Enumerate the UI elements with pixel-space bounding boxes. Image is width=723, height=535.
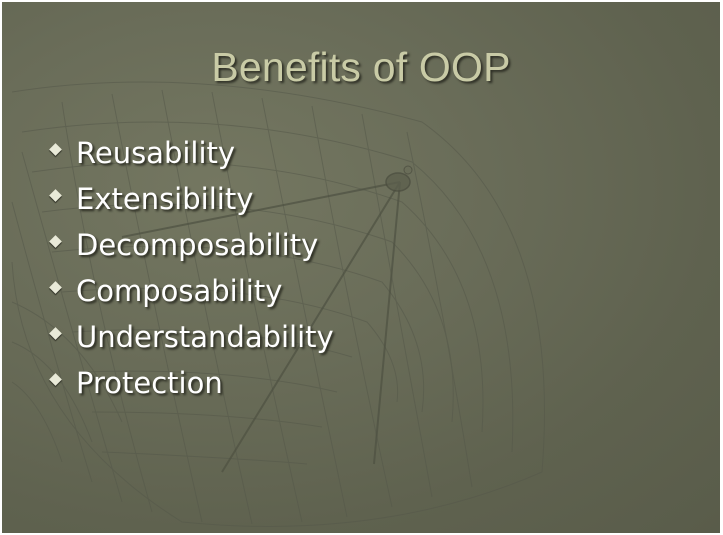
diamond-bullet-icon [49,280,62,294]
list-item: Composability [48,268,334,314]
bullet-label: Extensibility [76,182,254,216]
bullet-label: Protection [76,366,223,400]
list-item: Understandability [48,314,334,360]
list-item: Extensibility [48,176,334,222]
bullet-label: Reusability [76,136,236,170]
list-item: Protection [48,360,334,406]
list-item: Reusability [48,130,334,176]
diamond-bullet-icon [49,234,62,248]
diamond-bullet-icon [49,188,62,202]
bullet-label: Decomposability [76,228,319,262]
bullet-list: Reusability Extensibility Decomposabilit… [48,130,334,406]
bullet-label: Composability [76,274,283,308]
diamond-bullet-icon [49,326,62,340]
diamond-bullet-icon [49,142,62,156]
bullet-label: Understandability [76,320,334,354]
list-item: Decomposability [48,222,334,268]
diamond-bullet-icon [49,372,62,386]
slide-title: Benefits of OOP [211,44,511,90]
